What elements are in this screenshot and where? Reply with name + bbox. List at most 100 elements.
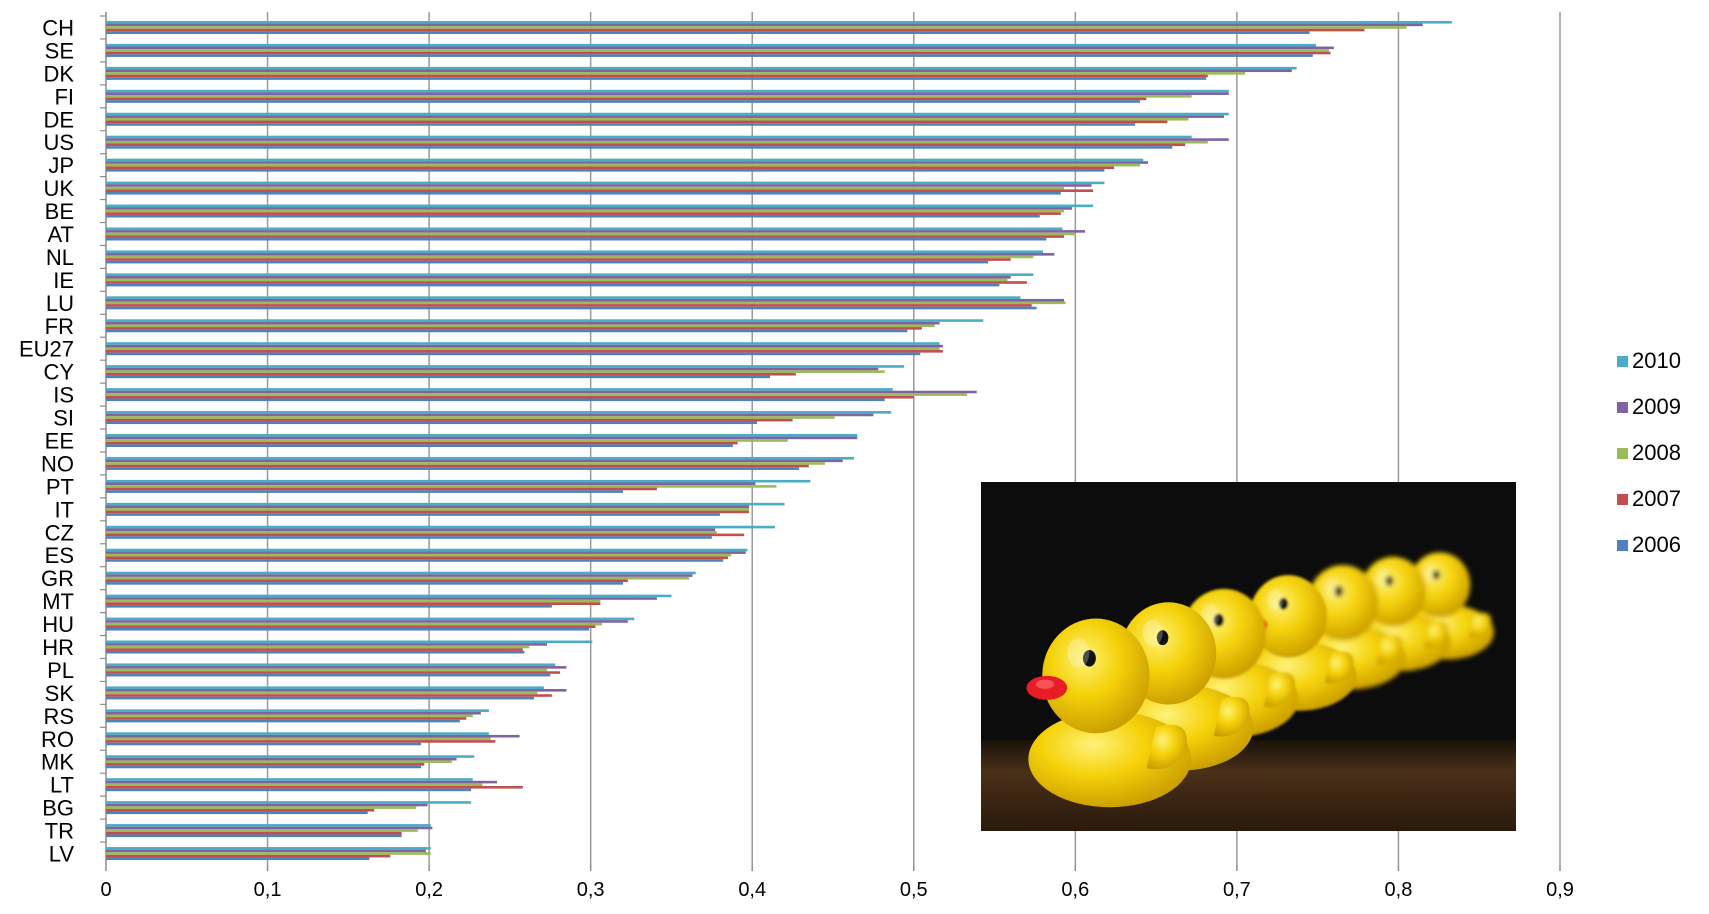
bar-2007-LU: [106, 304, 1032, 307]
bar-2009-LU: [106, 298, 1065, 302]
bar-2007-FI: [106, 97, 1147, 101]
bar-2008-EE: [106, 439, 788, 442]
bar-2006-LV: [106, 857, 370, 861]
bar-2007-SE: [106, 51, 1331, 55]
bar-2009-PL: [106, 666, 567, 669]
bar-2010-CZ: [106, 525, 775, 529]
category-label: IT: [54, 497, 74, 522]
bar-2007-BG: [106, 808, 375, 812]
bar-2006-ES: [106, 559, 724, 562]
bar-2009-IS: [106, 390, 977, 394]
bar-2010-LV: [106, 847, 431, 850]
bar-2010-IT: [106, 502, 785, 506]
bar-2007-HU: [106, 625, 596, 628]
bar-2007-PT: [106, 487, 657, 491]
bar-2006-CH: [106, 31, 1310, 34]
bar-2008-MT: [106, 599, 601, 603]
category-label: AT: [48, 222, 74, 247]
bar-2006-GR: [106, 582, 623, 585]
category-label: MT: [42, 589, 74, 614]
bar-2006-LT: [106, 788, 472, 792]
bar-2009-SI: [106, 413, 874, 417]
bar-2008-RO: [106, 737, 491, 741]
bar-2010-CH: [106, 20, 1452, 24]
bar-2010-BE: [106, 204, 1094, 208]
bar-2006-HU: [106, 627, 590, 631]
bar-2010-MK: [106, 755, 475, 758]
bar-2010-MT: [106, 594, 672, 598]
category-label: HR: [42, 635, 74, 660]
category-label: IS: [53, 383, 74, 408]
bar-2006-AT: [106, 237, 1047, 241]
bar-2006-JP: [106, 169, 1105, 172]
category-label: CH: [42, 15, 74, 40]
bar-2009-FI: [106, 92, 1229, 96]
bar-2008-NO: [106, 462, 825, 465]
bar-2009-IE: [106, 275, 1011, 279]
bar-2006-RS: [106, 719, 460, 723]
x-tick-label: 0,9: [1546, 879, 1574, 901]
bar-2007-LV: [106, 854, 391, 858]
legend-label: 2010: [1632, 348, 1681, 373]
bar-2008-FI: [106, 95, 1192, 98]
bar-2007-AT: [106, 235, 1065, 238]
bar-2010-SK: [106, 686, 544, 690]
bar-2008-MK: [106, 760, 452, 764]
category-label: FR: [45, 314, 74, 339]
bar-2008-FR: [106, 324, 935, 328]
bar-2009-CZ: [106, 528, 716, 531]
bar-2009-HR: [106, 643, 548, 646]
bar-2009-MK: [106, 757, 457, 761]
bar-2009-DK: [106, 69, 1292, 73]
bar-2009-RO: [106, 734, 520, 738]
bar-2008-BG: [106, 806, 417, 809]
bar-2009-UK: [106, 184, 1092, 187]
bar-2006-PT: [106, 490, 623, 493]
category-label: RS: [43, 704, 74, 729]
bar-2006-IS: [106, 398, 885, 402]
bar-2010-IS: [106, 388, 893, 391]
bar-2010-EE: [106, 434, 858, 437]
bar-2007-IS: [106, 395, 914, 399]
bar-2009-EE: [106, 436, 858, 440]
bar-2009-LV: [106, 849, 426, 853]
bar-2007-RO: [106, 740, 496, 743]
bar-2010-HR: [106, 640, 593, 644]
bar-2007-MK: [106, 763, 425, 766]
bar-2009-HU: [106, 620, 628, 623]
bar-2009-FR: [106, 321, 940, 325]
category-label: MK: [41, 750, 74, 775]
category-label: LT: [50, 773, 74, 798]
legend-swatch: [1617, 540, 1628, 551]
bar-2010-SE: [106, 43, 1317, 47]
rubber-duck-row-photo-icon: [981, 482, 1516, 831]
bar-2010-EU27: [106, 342, 940, 345]
bar-2009-AT: [106, 230, 1086, 233]
bar-2008-EU27: [106, 347, 940, 351]
legend-label: 2006: [1632, 532, 1681, 557]
bar-2007-MT: [106, 602, 601, 606]
bar-2008-PL: [106, 668, 548, 672]
bar-2008-HU: [106, 622, 602, 626]
category-label: UK: [43, 176, 74, 201]
bar-2010-NL: [106, 250, 1044, 254]
bar-2008-SE: [106, 49, 1329, 52]
category-label: DE: [43, 107, 74, 132]
bar-2008-NL: [106, 255, 1034, 259]
x-tick-label: 0,3: [577, 879, 605, 901]
bar-2008-US: [106, 140, 1208, 144]
category-label: HU: [42, 612, 74, 637]
x-tick-label: 0,7: [1223, 879, 1251, 901]
bar-2006-LU: [106, 306, 1037, 310]
bar-2007-US: [106, 143, 1186, 147]
bar-2010-TR: [106, 824, 431, 827]
bar-2006-MT: [106, 605, 552, 608]
bar-2008-DE: [106, 117, 1189, 121]
bar-2006-NO: [106, 467, 800, 470]
bar-2010-JP: [106, 158, 1144, 162]
bar-2008-JP: [106, 163, 1140, 167]
bar-2006-BE: [106, 214, 1040, 218]
bar-2006-TR: [106, 834, 402, 838]
bar-2010-GR: [106, 571, 696, 575]
